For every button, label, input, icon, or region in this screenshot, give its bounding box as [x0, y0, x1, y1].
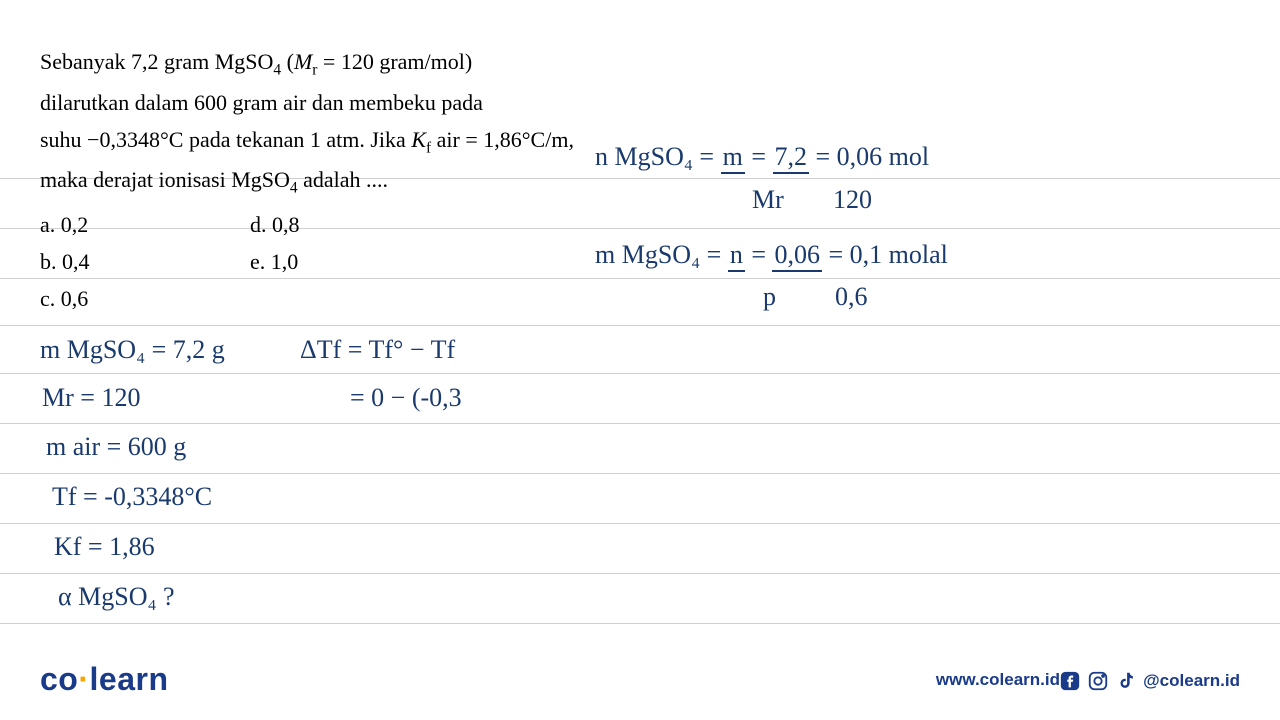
- facebook-icon: [1059, 670, 1081, 692]
- hw-frac-p: p: [763, 282, 776, 312]
- logo-co: co: [40, 661, 78, 697]
- tiktok-icon: [1115, 670, 1137, 692]
- hw-dtf1: ΔTf = Tf° − Tf: [300, 335, 455, 365]
- hw-eq1a: =: [751, 142, 772, 171]
- logo-dot: ·: [78, 661, 89, 697]
- paper-line: [0, 423, 1280, 424]
- hw-given6: α MgSO₄ ?: [58, 582, 175, 612]
- paper-line: [0, 523, 1280, 524]
- hw-given3: m air = 600 g: [46, 432, 186, 462]
- hw-frac-120: 120: [833, 185, 872, 215]
- q-line3-b: air = 1,86°C/m,: [431, 127, 574, 152]
- hw-m-mgso4: m MgSO₄ = n = 0,06 = 0,1 molal: [595, 240, 948, 272]
- hw-dtf2: = 0 − (-0,3: [350, 383, 462, 413]
- hw-n-label: n MgSO₄ =: [595, 142, 721, 171]
- hw-n-mgso4: n MgSO₄ = m = 7,2 = 0,06 mol: [595, 142, 929, 174]
- question-text: Sebanyak 7,2 gram MgSO4 (Mr = 120 gram/m…: [40, 45, 580, 200]
- hw-res2: = 0,1 molal: [828, 240, 947, 269]
- q-line2: dilarutkan dalam 600 gram air dan membek…: [40, 86, 580, 119]
- social-handle: @colearn.id: [1143, 671, 1240, 691]
- paper-line: [0, 373, 1280, 374]
- hw-frac-mr: Mr: [752, 185, 784, 215]
- hw-res1: = 0,06 mol: [816, 142, 930, 171]
- q-line4-a: maka derajat ionisasi MgSO: [40, 167, 290, 192]
- hw-given2: Mr = 120: [42, 383, 140, 413]
- question-block: Sebanyak 7,2 gram MgSO4 (Mr = 120 gram/m…: [40, 45, 580, 317]
- q-line1-b: (: [281, 49, 294, 74]
- hw-frac-m: m: [721, 142, 745, 174]
- paper-line: [0, 325, 1280, 326]
- option-e: e. 1,0: [250, 243, 460, 280]
- hw-frac-006: 0,06: [772, 240, 822, 272]
- q-line4-sub: 4: [290, 179, 298, 196]
- logo: co·learn: [40, 661, 168, 698]
- socials: @colearn.id: [1059, 670, 1240, 692]
- q-line1-a: Sebanyak 7,2 gram MgSO: [40, 49, 273, 74]
- options: a. 0,2 d. 0,8 b. 0,4 e. 1,0 c. 0,6: [40, 206, 460, 317]
- hw-given5: Kf = 1,86: [54, 532, 155, 562]
- footer: co·learn www.colearn.id @colearn.id: [0, 658, 1280, 698]
- paper-line: [0, 623, 1280, 624]
- hw-given4: Tf = -0,3348°C: [52, 482, 212, 512]
- instagram-icon: [1087, 670, 1109, 692]
- q-line4-b: adalah ....: [298, 167, 388, 192]
- paper-line: [0, 573, 1280, 574]
- hw-frac-06: 0,6: [835, 282, 868, 312]
- option-d: d. 0,8: [250, 206, 460, 243]
- hw-frac-72: 7,2: [773, 142, 810, 174]
- q-line1-c: = 120 gram/mol): [317, 49, 472, 74]
- q-line3-kf: K: [411, 127, 426, 152]
- paper-line: [0, 473, 1280, 474]
- hw-given1: m MgSO₄ = 7,2 g: [40, 335, 225, 365]
- hw-eq1b: =: [751, 240, 772, 269]
- website-link: www.colearn.id: [936, 670, 1060, 690]
- option-a: a. 0,2: [40, 206, 250, 243]
- option-b: b. 0,4: [40, 243, 250, 280]
- q-line3-a: suhu −0,3348°C pada tekanan 1 atm. Jika: [40, 127, 411, 152]
- q-line1-mr: M: [294, 49, 312, 74]
- hw-m-label: m MgSO₄ =: [595, 240, 728, 269]
- option-c: c. 0,6: [40, 280, 250, 317]
- logo-learn: learn: [90, 661, 169, 697]
- hw-frac-n: n: [728, 240, 745, 272]
- q-line1-sub: 4: [273, 61, 281, 78]
